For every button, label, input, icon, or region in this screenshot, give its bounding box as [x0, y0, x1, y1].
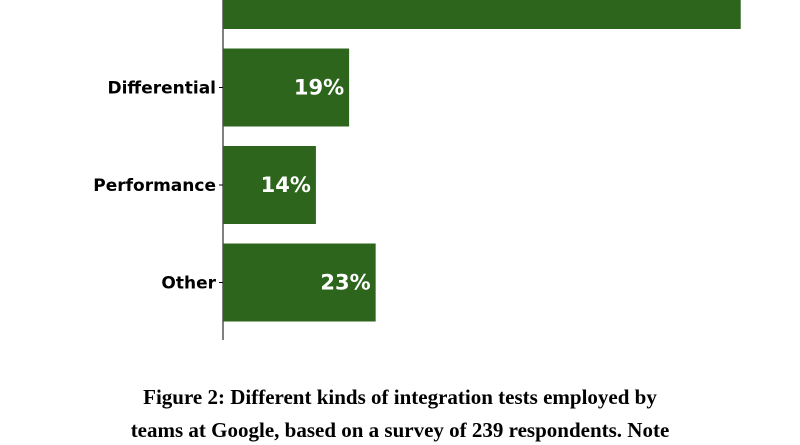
y-tick-label: Performance: [93, 176, 216, 196]
value-label: 23%: [320, 271, 370, 295]
bar: [223, 243, 376, 322]
bar: [223, 48, 350, 127]
y-tick-label: Other: [161, 274, 216, 294]
value-label: 14%: [261, 173, 311, 197]
caption-line: Figure 2: Different kinds of integration…: [143, 385, 657, 409]
bar: [223, 146, 316, 224]
caption-line: teams at Google, based on a survey of 23…: [131, 418, 670, 442]
y-tick-label: Differential: [107, 79, 216, 99]
value-label: 19%: [294, 76, 344, 100]
bar: [223, 0, 741, 29]
